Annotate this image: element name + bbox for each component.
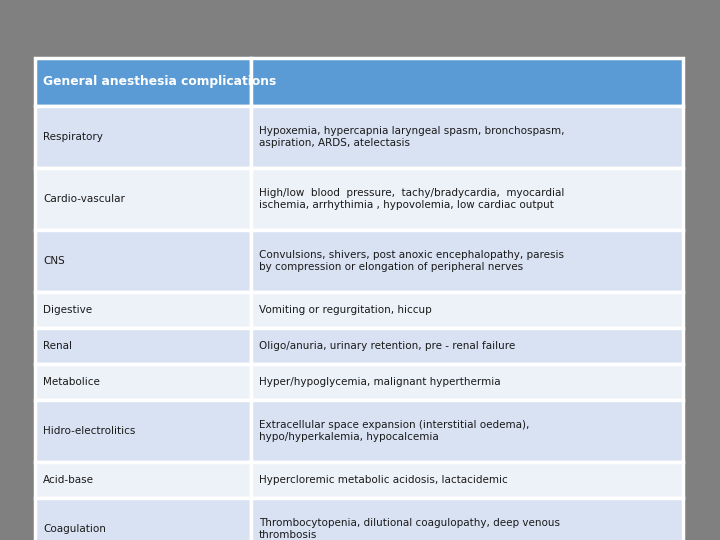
Text: Cardio-vascular: Cardio-vascular xyxy=(43,194,125,204)
Bar xyxy=(251,328,683,364)
Bar xyxy=(35,462,251,498)
Text: General anesthesia complications: General anesthesia complications xyxy=(43,76,276,89)
Text: Renal: Renal xyxy=(43,341,72,351)
Bar xyxy=(35,400,251,462)
Bar xyxy=(35,230,251,292)
Bar xyxy=(35,58,251,106)
Text: Respiratory: Respiratory xyxy=(43,132,103,142)
Bar xyxy=(35,168,251,230)
Text: Metabolice: Metabolice xyxy=(43,377,100,387)
Bar xyxy=(251,292,683,328)
Bar xyxy=(251,462,683,498)
Text: High/low  blood  pressure,  tachy/bradycardia,  myocardial
ischemia, arrhythimia: High/low blood pressure, tachy/bradycard… xyxy=(258,187,564,211)
Bar xyxy=(35,106,251,168)
Bar xyxy=(251,230,683,292)
Bar xyxy=(251,168,683,230)
Text: Hidro-electrolitics: Hidro-electrolitics xyxy=(43,426,135,436)
Text: Digestive: Digestive xyxy=(43,305,92,315)
Text: Hypoxemia, hypercapnia laryngeal spasm, bronchospasm,
aspiration, ARDS, atelecta: Hypoxemia, hypercapnia laryngeal spasm, … xyxy=(258,126,564,148)
Bar xyxy=(251,106,683,168)
Bar xyxy=(251,400,683,462)
Text: Thrombocytopenia, dilutional coagulopathy, deep venous
thrombosis: Thrombocytopenia, dilutional coagulopath… xyxy=(258,518,559,540)
Text: Hypercloremic metabolic acidosis, lactacidemic: Hypercloremic metabolic acidosis, lactac… xyxy=(258,475,508,485)
Bar xyxy=(35,292,251,328)
Text: Vomiting or regurgitation, hiccup: Vomiting or regurgitation, hiccup xyxy=(258,305,431,315)
Bar xyxy=(35,364,251,400)
Bar xyxy=(251,364,683,400)
Text: Convulsions, shivers, post anoxic encephalopathy, paresis
by compression or elon: Convulsions, shivers, post anoxic enceph… xyxy=(258,249,564,272)
Bar xyxy=(251,498,683,540)
Text: Hyper/hypoglycemia, malignant hyperthermia: Hyper/hypoglycemia, malignant hypertherm… xyxy=(258,377,500,387)
Bar xyxy=(35,498,251,540)
Text: Oligo/anuria, urinary retention, pre - renal failure: Oligo/anuria, urinary retention, pre - r… xyxy=(258,341,515,351)
Bar xyxy=(251,58,683,106)
Text: Coagulation: Coagulation xyxy=(43,524,106,534)
Text: Acid-base: Acid-base xyxy=(43,475,94,485)
Text: CNS: CNS xyxy=(43,256,65,266)
Bar xyxy=(35,328,251,364)
Text: Extracellular space expansion (interstitial oedema),
hypo/hyperkalemia, hypocalc: Extracellular space expansion (interstit… xyxy=(258,420,529,442)
